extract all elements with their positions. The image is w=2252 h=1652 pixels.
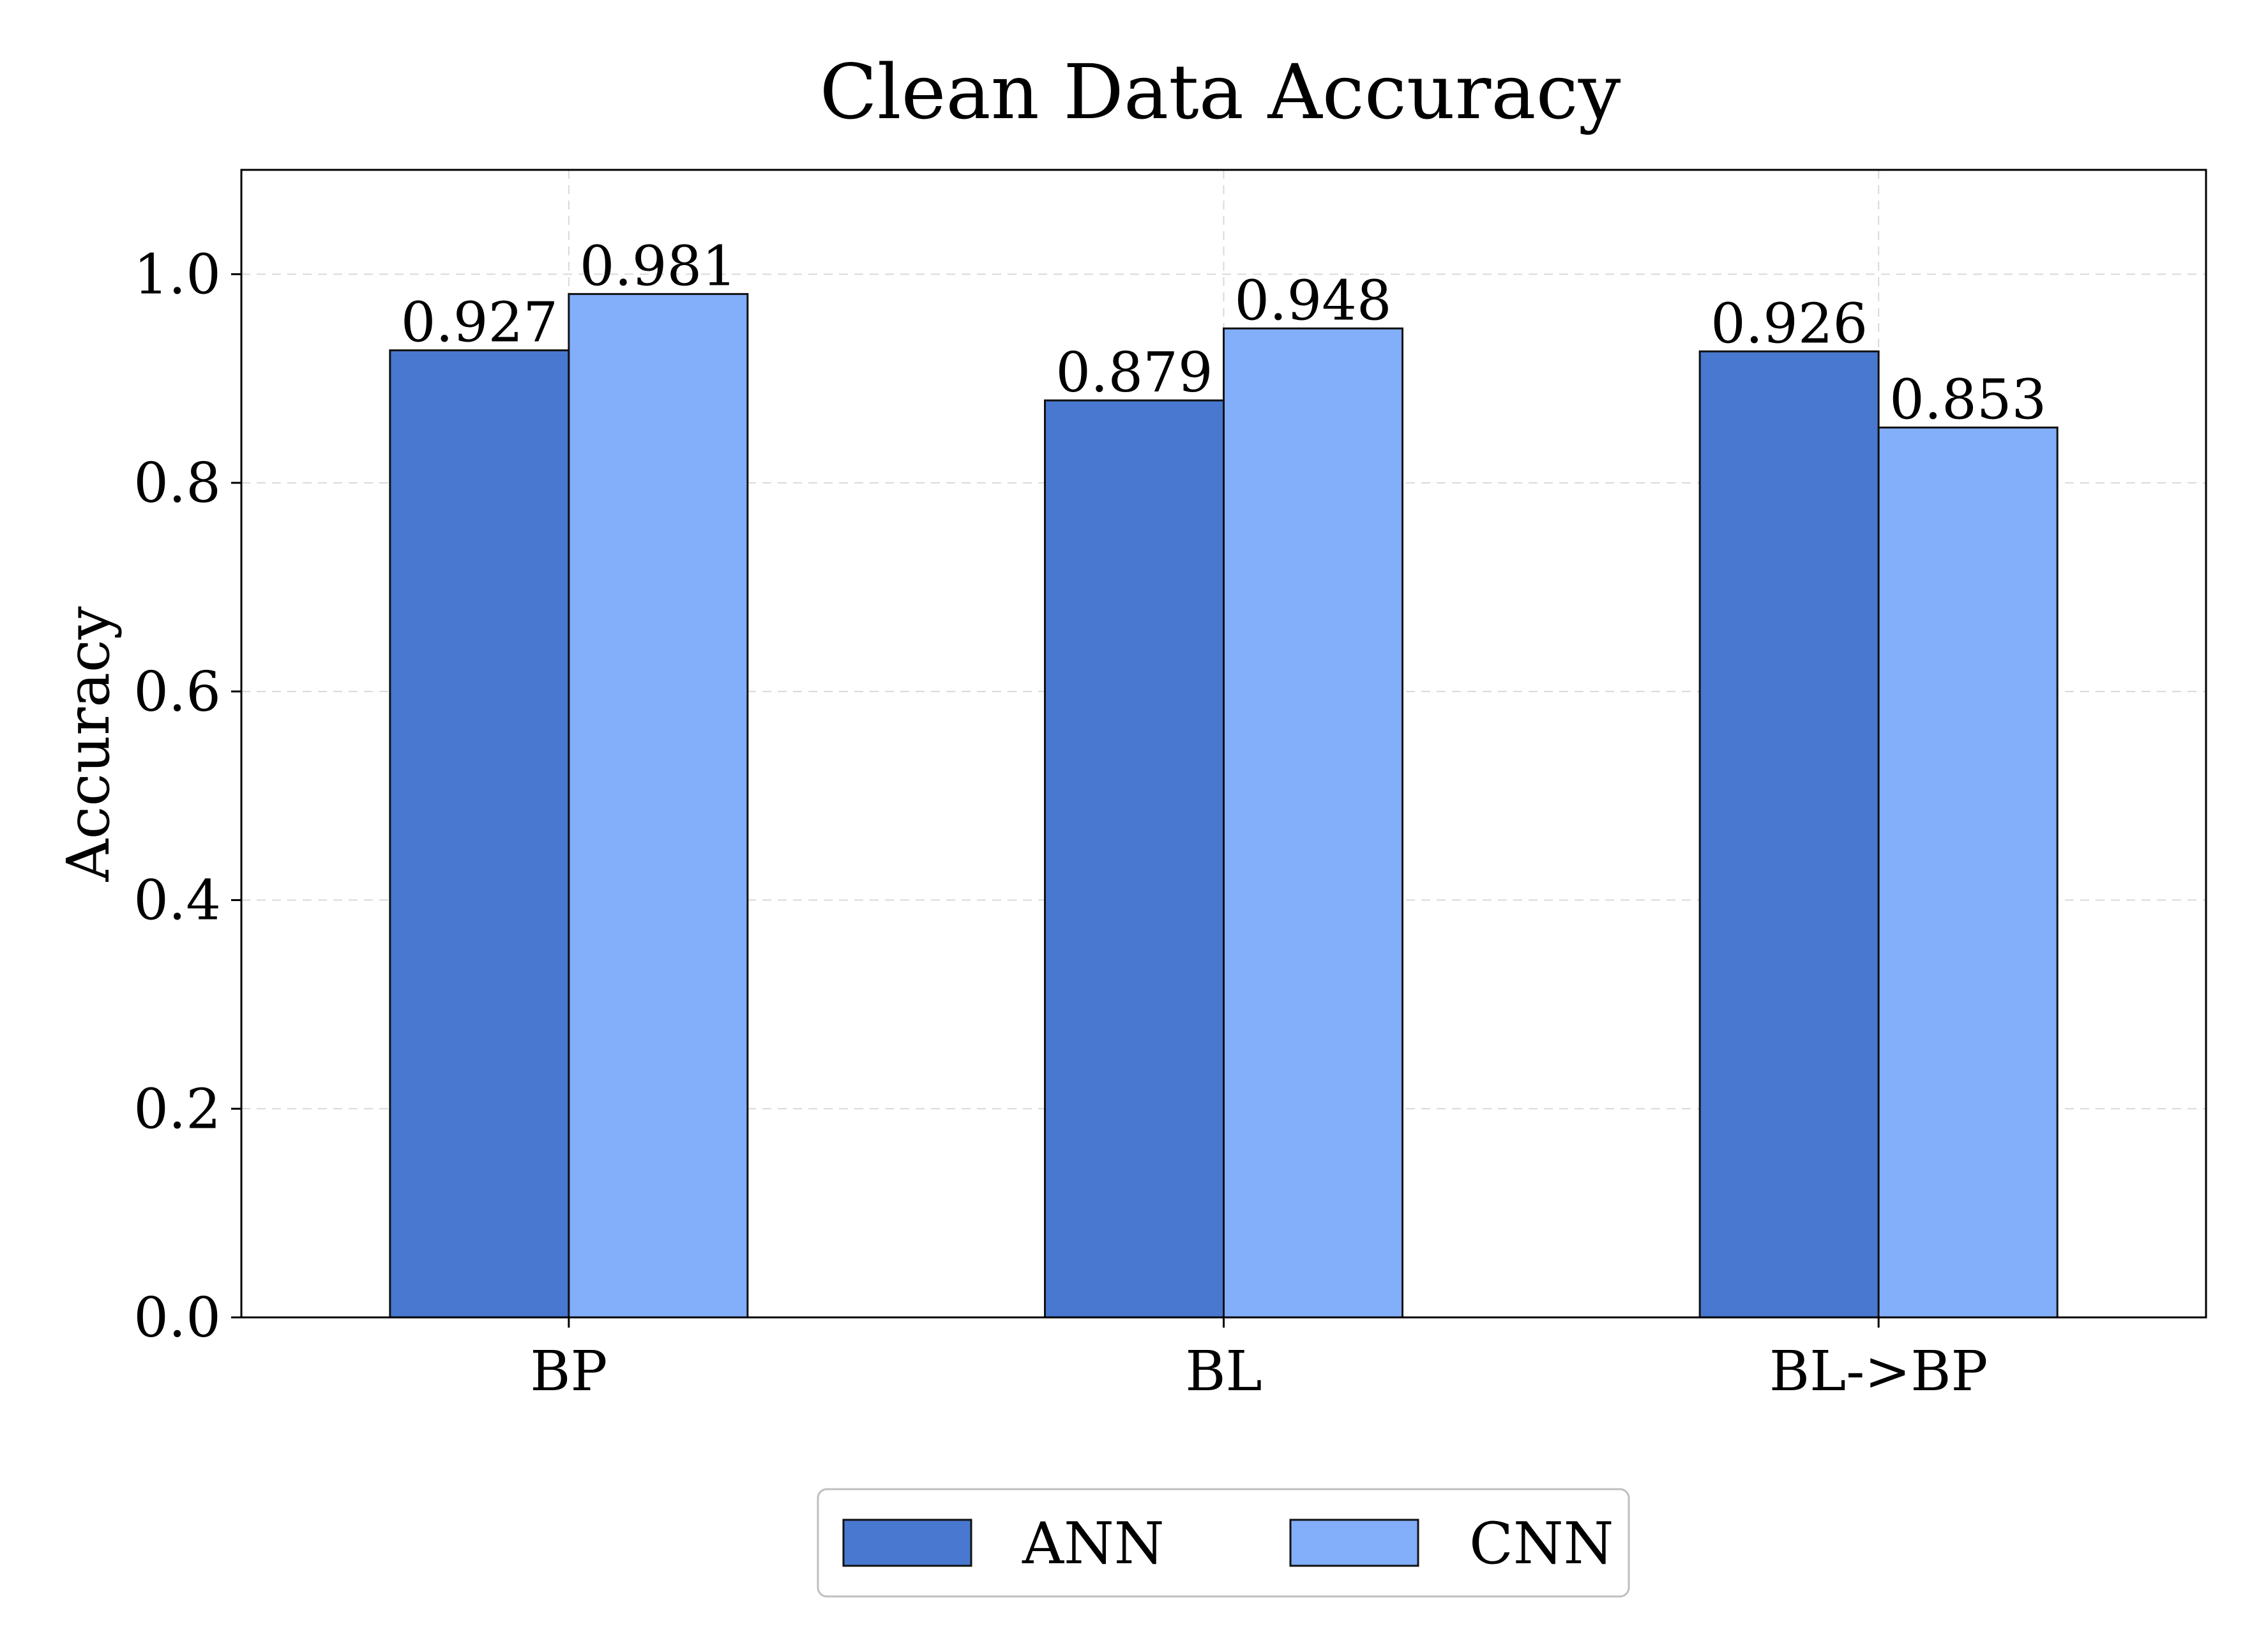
bar-ann-1 (389, 349, 570, 1319)
value-label: 0.927 (401, 291, 558, 355)
y-tick-label: 0.0 (133, 1286, 221, 1350)
value-label: 0.948 (1234, 269, 1391, 333)
legend: ANN CNN (817, 1488, 1630, 1598)
value-label: 0.981 (580, 234, 737, 298)
x-tick-label: BL (1185, 1340, 1262, 1404)
bar-cnn-1 (568, 292, 749, 1319)
legend-box (817, 1488, 1630, 1598)
legend-swatch-ann (842, 1519, 972, 1567)
chart-title: Clean Data Accuracy (820, 48, 1621, 136)
y-tick-label: 0.8 (133, 451, 221, 515)
value-labels: 0.927 0.879 0.926 0.981 0.948 0.853 (401, 234, 2047, 432)
legend-label-cnn: CNN (1469, 1510, 1613, 1577)
y-tick-label: 0.2 (133, 1077, 221, 1141)
bar-ann-3 (1698, 350, 1880, 1319)
value-label: 0.853 (1889, 368, 2046, 432)
bar-cnn-2 (1223, 327, 1403, 1319)
y-tick-label: 1.0 (133, 243, 221, 307)
legend-swatch-cnn (1289, 1519, 1419, 1567)
x-tick-label: BL->BP (1769, 1340, 1988, 1404)
value-label: 0.879 (1055, 341, 1213, 405)
y-axis-label: Accuracy (54, 606, 123, 882)
bar-ann-2 (1044, 399, 1225, 1319)
y-axis-ticks: 0.0 0.2 0.4 0.6 0.8 1.0 (133, 243, 241, 1350)
legend-label-ann: ANN (1022, 1510, 1165, 1577)
bars (389, 292, 2059, 1319)
x-tick-label: BP (530, 1340, 607, 1404)
value-label: 0.926 (1711, 292, 1868, 356)
bar-cnn-3 (1877, 427, 2059, 1319)
y-tick-label: 0.4 (133, 869, 221, 933)
y-tick-label: 0.6 (133, 660, 221, 724)
x-axis-ticks: BP BL BL->BP (530, 1317, 1988, 1404)
